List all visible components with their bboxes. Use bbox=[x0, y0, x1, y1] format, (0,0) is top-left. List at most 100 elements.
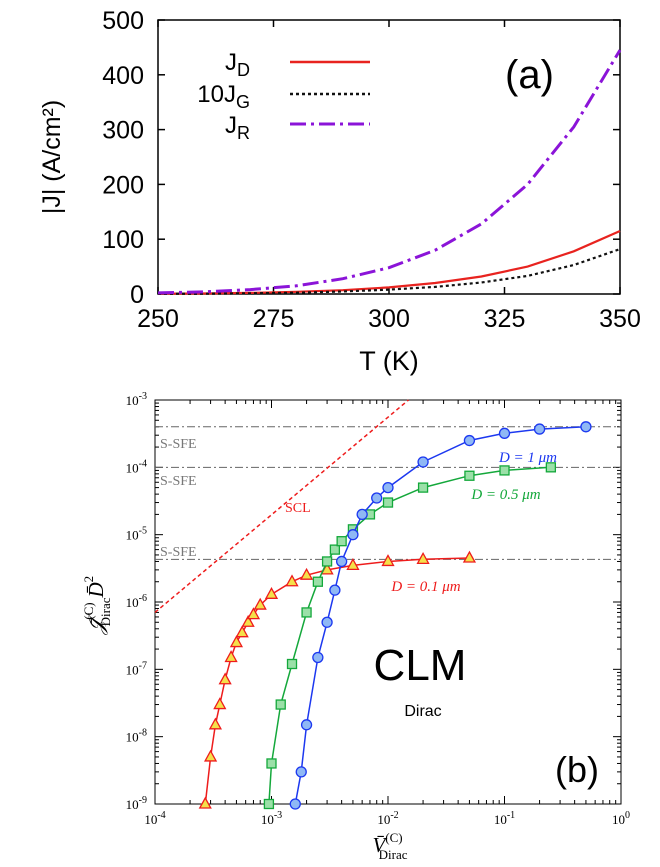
y-tick-label: 300 bbox=[102, 117, 144, 145]
x-tick-label: 350 bbox=[599, 305, 641, 333]
x-tick-label: 300 bbox=[368, 305, 410, 333]
marker-triangle bbox=[346, 558, 360, 571]
marker-triangle bbox=[264, 586, 279, 599]
marker-circle bbox=[289, 798, 301, 810]
panel-b-ticks: 10-4 10-3 10-2 10-1 100 10-9 10-8 10-7 10-6 10-5 1… bbox=[126, 391, 630, 827]
panel-b-xlabel: V̄(C) Dirac bbox=[372, 830, 407, 862]
marker-triangle bbox=[235, 625, 249, 638]
panel-a-legend: JD 10JG JR bbox=[197, 49, 370, 143]
marker-triangle bbox=[381, 554, 395, 567]
marker-circle bbox=[498, 427, 511, 439]
by-tick-label: 10-6 bbox=[126, 593, 147, 610]
marker-circle bbox=[335, 555, 348, 568]
marker-triangle bbox=[285, 574, 299, 587]
marker-square bbox=[301, 607, 312, 618]
panel-a-label: (a) bbox=[505, 53, 554, 97]
marker-triangle bbox=[213, 697, 227, 710]
marker-circle bbox=[382, 481, 394, 494]
label-d01: D = 0.1 μm bbox=[390, 579, 460, 595]
marker-triangle bbox=[246, 607, 261, 620]
marker-square bbox=[545, 462, 557, 473]
by-tick-label: 10-7 bbox=[126, 660, 147, 677]
sfe-label-2: S-SFE bbox=[160, 474, 197, 489]
marker-circle bbox=[533, 423, 546, 435]
series-line-3 bbox=[154, 399, 409, 613]
bx-tick-label: 10-2 bbox=[377, 810, 398, 827]
marker-square bbox=[329, 544, 341, 555]
x-tick-label: 325 bbox=[484, 305, 526, 333]
marker-square bbox=[321, 556, 333, 567]
series-line-2 bbox=[157, 49, 622, 295]
marker-square bbox=[266, 758, 277, 769]
label-d05: D = 0.5 μm bbox=[470, 487, 540, 503]
marker-triangle bbox=[229, 635, 244, 648]
y-tick-label: 400 bbox=[102, 62, 144, 90]
x-tick-label: 275 bbox=[253, 305, 295, 333]
panel-a: 250 275 300 325 350 0 100 200 300 400 500 JD 10JG … bbox=[38, 7, 641, 376]
panel-a-xlabel: T (K) bbox=[359, 346, 419, 376]
marker-triangle bbox=[416, 551, 430, 564]
bx-tick-label: 10-4 bbox=[144, 810, 165, 827]
by-tick-label: 10-9 bbox=[126, 795, 147, 812]
marker-triangle bbox=[218, 672, 232, 685]
y-tick-label: 100 bbox=[102, 226, 144, 254]
x-tick-label: 250 bbox=[137, 305, 179, 333]
marker-square bbox=[417, 482, 429, 493]
bx-tick-label: 10-1 bbox=[494, 810, 515, 827]
bx-tick-label: 100 bbox=[612, 810, 630, 827]
marker-triangle bbox=[299, 567, 314, 580]
by-tick-label: 10-3 bbox=[126, 391, 147, 408]
marker-square bbox=[499, 465, 510, 476]
marker-triangle bbox=[208, 717, 223, 730]
marker-square bbox=[263, 798, 275, 810]
by-tick-label: 10-8 bbox=[126, 728, 147, 745]
scl-label: SCL bbox=[285, 501, 311, 516]
marker-square bbox=[312, 576, 324, 587]
panel-a-ticks: 250 275 300 325 350 0 100 200 300 400 500 bbox=[102, 7, 641, 333]
clm-title: CLM bbox=[374, 641, 467, 690]
legend-jd-label: JD bbox=[225, 49, 250, 80]
series-line-0 bbox=[157, 229, 621, 295]
marker-square bbox=[464, 470, 475, 481]
marker-circle bbox=[417, 456, 429, 468]
marker-circle bbox=[312, 651, 324, 664]
sfe-label-3: S-SFE bbox=[160, 545, 197, 560]
marker-square bbox=[286, 658, 298, 670]
sfe-label-1: S-SFE bbox=[160, 437, 197, 452]
marker-circle bbox=[300, 719, 313, 731]
marker-circle bbox=[463, 434, 476, 447]
series-line-1 bbox=[268, 466, 551, 805]
y-tick-label: 500 bbox=[102, 7, 144, 35]
panel-b: 10-4 10-3 10-2 10-1 100 10-9 10-8 10-7 10-6 10-5 1… bbox=[81, 391, 630, 862]
legend-jr-label: JR bbox=[225, 112, 250, 143]
marker-triangle bbox=[224, 650, 238, 663]
marker-circle bbox=[295, 766, 307, 778]
panel-a-series bbox=[157, 49, 622, 295]
marker-triangle bbox=[253, 597, 267, 610]
marker-square bbox=[336, 536, 347, 547]
panel-a-ylabel: |J| (A/cm²) bbox=[38, 100, 66, 214]
marker-circle bbox=[347, 529, 359, 541]
series-line-2 bbox=[294, 426, 586, 805]
marker-circle bbox=[329, 584, 341, 596]
marker-square bbox=[275, 699, 286, 710]
marker-circle bbox=[356, 508, 368, 521]
marker-triangle bbox=[198, 796, 212, 809]
y-tick-label: 200 bbox=[102, 171, 144, 199]
by-tick-label: 10-5 bbox=[126, 526, 147, 543]
panel-b-label: (b) bbox=[555, 749, 599, 790]
marker-triangle bbox=[241, 614, 255, 627]
marker-circle bbox=[580, 421, 592, 433]
marker-triangle bbox=[462, 550, 477, 563]
marker-circle bbox=[371, 492, 383, 504]
series-line-1 bbox=[157, 248, 621, 295]
marker-triangle bbox=[203, 749, 218, 762]
marker-square bbox=[382, 497, 394, 508]
clm-subtitle: Dirac bbox=[404, 703, 441, 720]
by-tick-label: 10-4 bbox=[126, 458, 147, 475]
marker-circle bbox=[321, 616, 333, 628]
y-tick-label: 0 bbox=[130, 281, 144, 309]
panel-b-ylabel: 𝒥̄(C) DiracD̄2 bbox=[81, 576, 113, 635]
label-d1: D = 1 μm bbox=[498, 450, 557, 466]
